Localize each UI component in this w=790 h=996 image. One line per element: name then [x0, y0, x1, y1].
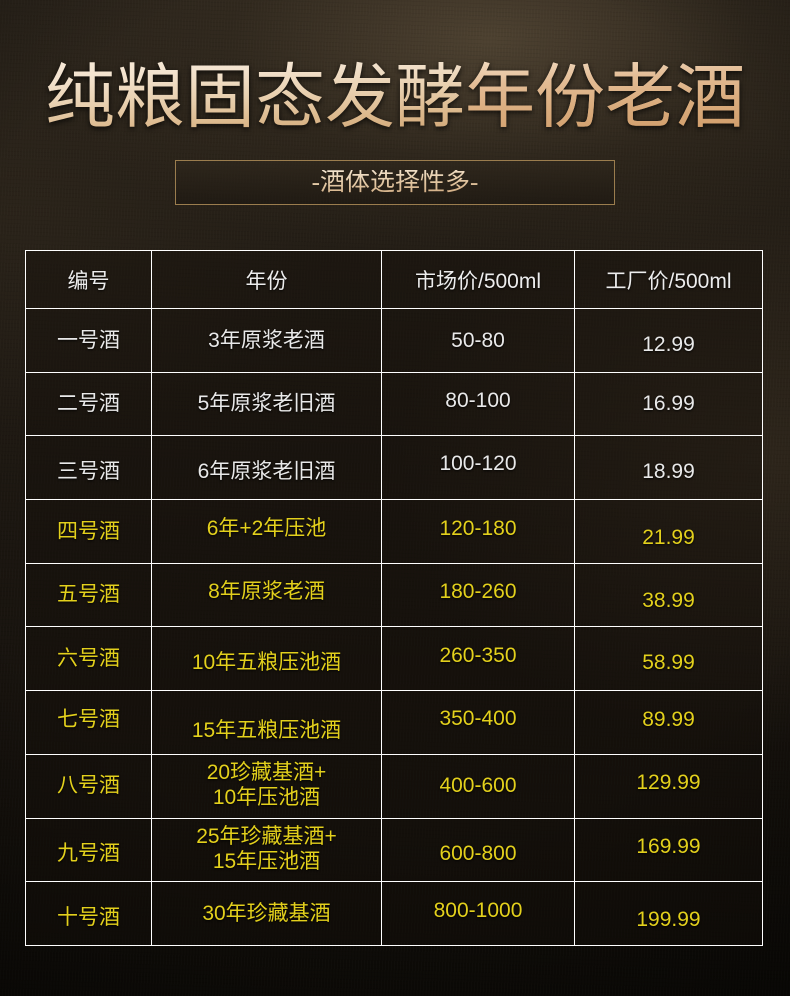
cell-id: 一号酒 — [25, 308, 152, 373]
table-row: 二号酒 5年原浆老旧酒 80-100 16.99 — [25, 371, 763, 437]
cell-factory: 12.99 — [574, 308, 763, 373]
cell-id: 二号酒 — [25, 371, 152, 437]
table-row: 一号酒 3年原浆老酒 50-80 12.99 — [25, 308, 763, 373]
cell-year: 5年原浆老旧酒 — [151, 371, 382, 437]
subtitle-text: -酒体选择性多- — [311, 169, 479, 196]
cell-id: 四号酒 — [25, 499, 152, 564]
table-body: 一号酒 3年原浆老酒 50-80 12.99 二号酒 5年原浆老旧酒 80-10… — [25, 308, 763, 946]
cell-id: 八号酒 — [25, 753, 152, 819]
cell-id: 五号酒 — [25, 562, 152, 628]
cell-id: 十号酒 — [25, 881, 152, 946]
cell-id: 六号酒 — [25, 626, 152, 692]
cell-factory: 16.99 — [574, 371, 763, 437]
cell-market: 400-600 — [381, 753, 575, 819]
cell-year: 6年+2年压池 — [151, 499, 382, 564]
cell-id: 三号酒 — [25, 435, 152, 501]
cell-year: 6年原浆老旧酒 — [151, 435, 382, 501]
title-segment-accent: 年份老酒 — [465, 60, 745, 137]
cell-market: 180-260 — [381, 562, 575, 628]
cell-id: 九号酒 — [25, 817, 152, 883]
table-row: 三号酒 6年原浆老旧酒 100-120 18.99 — [25, 435, 763, 501]
title-segment-primary: 纯粮固态发酵 — [45, 60, 465, 137]
cell-market: 100-120 — [381, 435, 575, 501]
cell-market: 350-400 — [381, 690, 575, 755]
cell-year: 30年珍藏基酒 — [151, 881, 382, 946]
title-block: 纯粮固态发酵年份老酒 — [0, 57, 790, 141]
cell-factory: 38.99 — [574, 562, 763, 628]
subtitle-banner: -酒体选择性多- — [175, 160, 615, 205]
cell-factory: 199.99 — [574, 881, 763, 946]
cell-factory: 129.99 — [574, 753, 763, 819]
cell-factory: 21.99 — [574, 499, 763, 564]
cell-year: 15年五粮压池酒 — [151, 690, 382, 755]
table-row: 十号酒 30年珍藏基酒 800-1000 199.99 — [25, 881, 763, 946]
cell-factory: 169.99 — [574, 817, 763, 883]
cell-factory: 89.99 — [574, 690, 763, 755]
table-header-row: 编号 年份 市场价/500ml 工厂价/500ml — [25, 250, 763, 309]
cell-market: 50-80 — [381, 308, 575, 373]
cell-year: 10年五粮压池酒 — [151, 626, 382, 692]
cell-year: 8年原浆老酒 — [151, 562, 382, 628]
cell-id: 七号酒 — [25, 690, 152, 755]
price-table: 编号 年份 市场价/500ml 工厂价/500ml 一号酒 3年原浆老酒 50-… — [25, 250, 763, 946]
cell-factory: 58.99 — [574, 626, 763, 692]
column-header-year: 年份 — [151, 250, 382, 309]
cell-year: 20珍藏基酒+ 10年压池酒 — [151, 753, 382, 819]
cell-year: 3年原浆老酒 — [151, 308, 382, 373]
cell-year: 25年珍藏基酒+ 15年压池酒 — [151, 817, 382, 883]
table-row: 七号酒 15年五粮压池酒 350-400 89.99 — [25, 690, 763, 755]
column-header-factory-price: 工厂价/500ml — [574, 250, 763, 309]
column-header-id: 编号 — [25, 250, 152, 309]
cell-market: 260-350 — [381, 626, 575, 692]
cell-market: 80-100 — [381, 371, 575, 437]
table-row: 四号酒 6年+2年压池 120-180 21.99 — [25, 499, 763, 564]
page-title: 纯粮固态发酵年份老酒 — [45, 57, 745, 141]
cell-market: 800-1000 — [381, 881, 575, 946]
table-row: 八号酒 20珍藏基酒+ 10年压池酒 400-600 129.99 — [25, 753, 763, 819]
cell-factory: 18.99 — [574, 435, 763, 501]
column-header-market-price: 市场价/500ml — [381, 250, 575, 309]
cell-market: 120-180 — [381, 499, 575, 564]
table-row: 九号酒 25年珍藏基酒+ 15年压池酒 600-800 169.99 — [25, 817, 763, 883]
cell-market: 600-800 — [381, 817, 575, 883]
table-row: 六号酒 10年五粮压池酒 260-350 58.99 — [25, 626, 763, 692]
table-row: 五号酒 8年原浆老酒 180-260 38.99 — [25, 562, 763, 628]
